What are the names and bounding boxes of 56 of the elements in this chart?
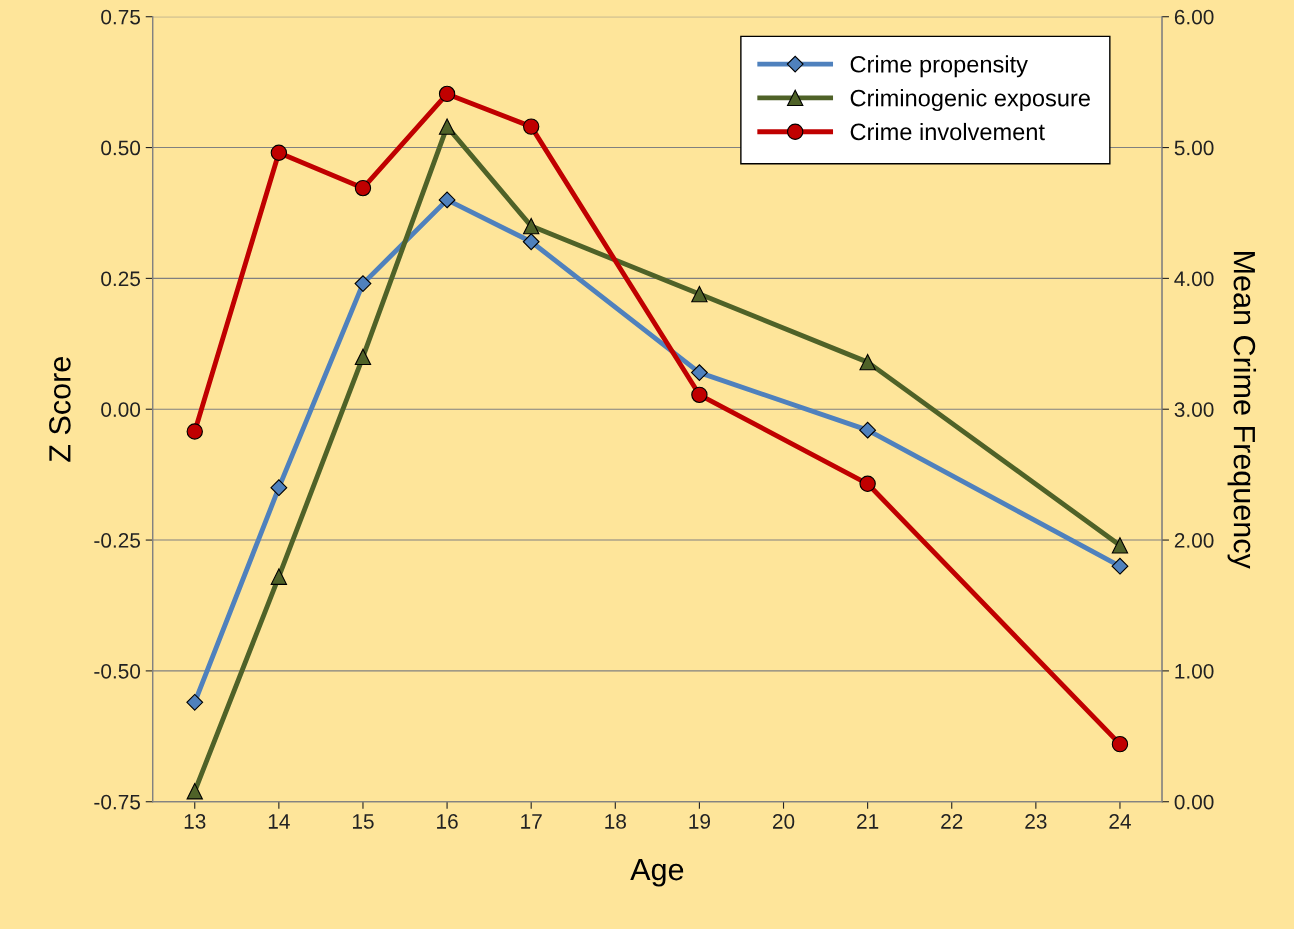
point	[438, 191, 456, 209]
legend-label: Crime involvement	[850, 122, 1045, 141]
point	[354, 275, 372, 293]
point	[522, 233, 540, 251]
x-tick-label: 20	[772, 814, 795, 829]
point	[1111, 537, 1129, 554]
y2-tick-label: 3.00	[1174, 402, 1214, 417]
y2-tick-label: 2.00	[1174, 533, 1214, 548]
y2-tick-label: 1.00	[1175, 663, 1214, 679]
point	[354, 348, 372, 366]
y-tick-label: 0.75	[101, 9, 141, 25]
y-tick-label: 0.50	[101, 140, 141, 156]
point	[270, 479, 288, 497]
x-tick-label: 19	[689, 814, 711, 829]
x-tick-label: 13	[184, 814, 206, 829]
y2-axis-title: Mean Crime Frequency	[1227, 252, 1257, 569]
x-tick-label: 21	[857, 814, 879, 829]
y2-tick-label: 0.00	[1174, 794, 1214, 810]
legend-label: Criminogenic exposure	[850, 89, 1090, 112]
y-tick-label: 0.00	[101, 402, 141, 417]
point	[186, 423, 203, 440]
point	[522, 217, 540, 235]
point	[691, 386, 708, 404]
y2-tick-label: 5.00	[1174, 140, 1214, 156]
x-tick-label: 17	[521, 814, 542, 829]
point	[270, 568, 288, 585]
x-tick-label: 14	[268, 814, 290, 829]
y-tick-label: -0.25	[94, 533, 141, 548]
y-tick-label: -0.50	[94, 663, 141, 679]
x-tick-label: 16	[437, 814, 458, 829]
point	[186, 693, 204, 711]
point	[186, 783, 203, 800]
point	[1111, 557, 1129, 575]
y2-tick-label: 4.00	[1174, 271, 1214, 287]
point	[859, 353, 876, 371]
point	[438, 118, 456, 135]
x-tick-label: 24	[1109, 814, 1131, 829]
y-axis-title: Z Score	[49, 357, 71, 462]
y-tick-label: 0.25	[101, 271, 141, 287]
x-tick-label: 22	[941, 814, 963, 829]
x-axis-title: Age	[630, 859, 684, 887]
x-tick-label: 18	[605, 814, 626, 829]
y-tick-label: -0.75	[94, 794, 141, 810]
point	[1111, 735, 1129, 753]
legend-label: Crime propensity	[850, 55, 1028, 78]
x-tick-label: 23	[1025, 814, 1047, 829]
point	[690, 364, 708, 382]
point	[691, 285, 708, 303]
x-tick-label: 15	[352, 814, 374, 829]
point	[438, 85, 456, 103]
point	[354, 179, 372, 197]
point	[522, 118, 540, 135]
point	[859, 475, 876, 492]
point	[270, 144, 288, 161]
point	[859, 421, 877, 439]
y2-tick-label: 6.00	[1174, 9, 1214, 25]
